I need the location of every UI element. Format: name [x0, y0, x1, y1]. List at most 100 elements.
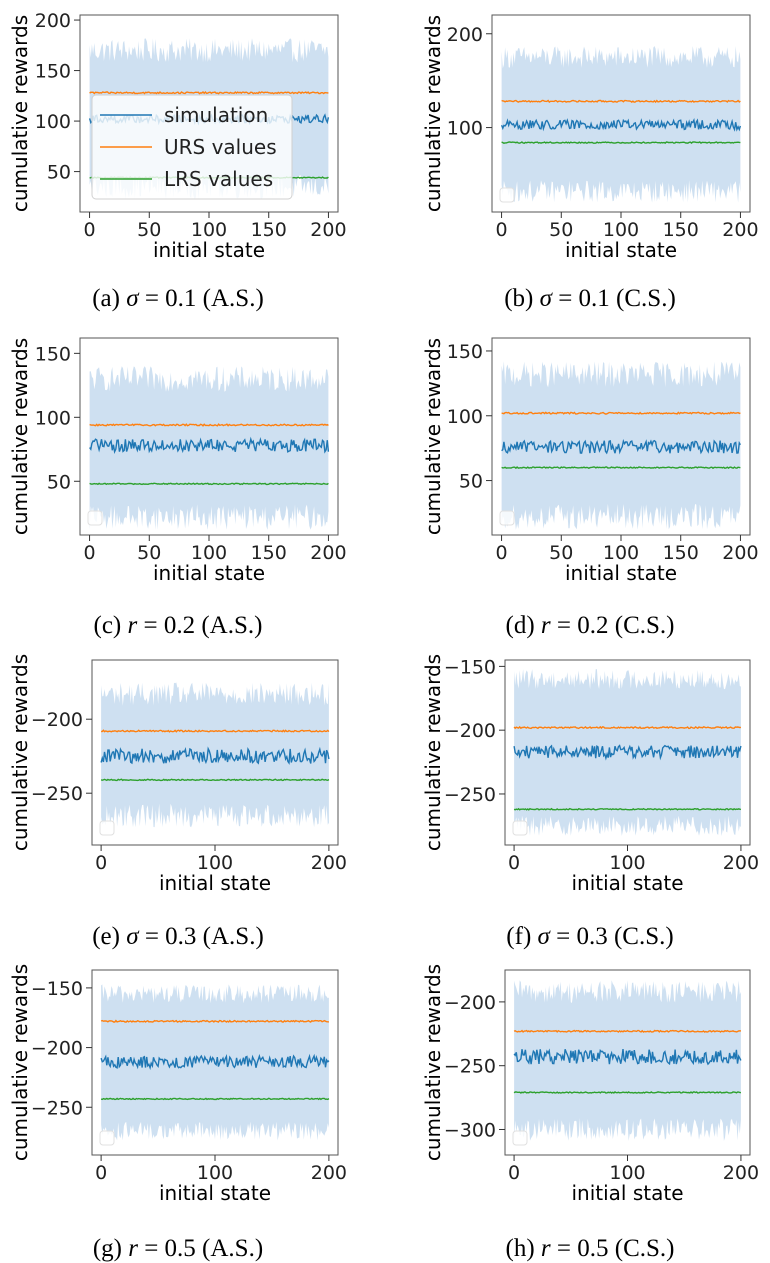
- y-tick-label: −250: [444, 1056, 496, 1078]
- legend-label: simulation: [164, 103, 268, 127]
- x-tick-label: 200: [723, 1162, 759, 1184]
- chart-panel-e: 0 100 200 −250 −200 initial state cumulative r…: [8, 654, 347, 950]
- y-axis-label: cumulative rewards: [8, 15, 32, 212]
- y-tick-label: 150: [447, 341, 483, 363]
- caption: (c) r = 0.2 (A.S.): [94, 612, 263, 639]
- simulation-line: [100, 746, 330, 765]
- lrs-line: [89, 482, 329, 486]
- x-tick-label: 200: [311, 852, 347, 874]
- x-tick-label: 50: [549, 219, 573, 241]
- lrs-line: [513, 807, 742, 811]
- y-tick-label: −150: [444, 656, 496, 678]
- legend-placeholder: [499, 187, 515, 203]
- x-tick-label: 200: [310, 219, 346, 241]
- x-axis-label: initial state: [571, 1181, 683, 1205]
- simulation-band: [101, 682, 329, 828]
- x-tick-label: 0: [84, 542, 96, 564]
- simulation-line: [89, 436, 330, 454]
- caption: (b) σ = 0.1 (C.S.): [504, 285, 676, 312]
- urs-line: [513, 725, 741, 730]
- plot-area: [100, 682, 330, 828]
- lrs-line: [100, 778, 330, 782]
- x-tick-label: 0: [95, 852, 107, 874]
- caption: (f) σ = 0.3 (C.S.): [506, 923, 673, 950]
- y-axis-label: cumulative rewards: [421, 338, 445, 535]
- x-tick-label: 0: [84, 219, 96, 241]
- plot-area: [513, 980, 742, 1141]
- chart-panel-a: 0 50 100 150 200 50 100 150 200 initial state cumu…: [8, 10, 347, 312]
- legend-placeholder: [87, 510, 103, 526]
- x-tick-label: 100: [609, 852, 645, 874]
- x-tick-label: 0: [508, 852, 520, 874]
- lrs-line: [501, 141, 741, 145]
- x-tick-label: 200: [722, 542, 758, 564]
- x-tick-label: 100: [603, 219, 639, 241]
- y-axis-label: cumulative rewards: [421, 964, 445, 1161]
- x-axis-label: initial state: [159, 1181, 271, 1205]
- simulation-line: [100, 1053, 330, 1071]
- simulation-band: [501, 361, 741, 530]
- simulation-line: [513, 744, 742, 761]
- y-axis-label: cumulative rewards: [421, 654, 445, 851]
- y-tick-label: −150: [31, 978, 83, 1000]
- x-axis-label: initial state: [571, 871, 683, 895]
- y-tick-label: 100: [447, 118, 483, 140]
- legend-label: LRS values: [164, 167, 273, 191]
- caption: (a) σ = 0.1 (A.S.): [92, 285, 264, 312]
- legend: simulation URS values LRS values: [91, 94, 293, 200]
- y-axis-label: cumulative rewards: [421, 15, 445, 212]
- y-tick-label: 200: [35, 10, 71, 32]
- x-tick-label: 150: [251, 219, 287, 241]
- plot-area: [501, 361, 741, 530]
- x-axis-label: initial state: [565, 561, 677, 585]
- y-tick-label: −200: [31, 1038, 83, 1060]
- y-tick-label: −250: [31, 783, 83, 805]
- simulation-line: [513, 1048, 742, 1066]
- y-axis-label: cumulative rewards: [8, 964, 32, 1161]
- legend-placeholder: [499, 510, 515, 526]
- x-tick-label: 200: [311, 1162, 347, 1184]
- simulation-line: [500, 117, 742, 132]
- x-tick-label: 0: [95, 1162, 107, 1184]
- x-tick-label: 100: [609, 1162, 645, 1184]
- lrs-line: [513, 1090, 742, 1094]
- x-axis-label: initial state: [153, 238, 265, 262]
- urs-line: [89, 423, 329, 427]
- caption: (e) σ = 0.3 (A.S.): [92, 923, 264, 950]
- lrs-line: [501, 466, 741, 470]
- x-tick-label: 0: [496, 542, 508, 564]
- simulation-line: [501, 439, 741, 455]
- legend-placeholder: [512, 820, 528, 836]
- x-axis-label: initial state: [565, 238, 677, 262]
- plot-area: [500, 46, 742, 203]
- plot-area: [89, 366, 330, 530]
- x-tick-label: 50: [549, 542, 573, 564]
- caption: (h) r = 0.5 (C.S.): [506, 1235, 675, 1262]
- y-tick-label: −250: [31, 1097, 83, 1119]
- urs-line: [513, 1029, 742, 1033]
- x-tick-label: 100: [603, 542, 639, 564]
- y-tick-label: 200: [447, 24, 483, 46]
- y-tick-label: 100: [35, 407, 71, 429]
- caption: (g) r = 0.5 (A.S.): [93, 1235, 263, 1262]
- y-tick-label: −300: [444, 1119, 496, 1141]
- x-tick-label: 200: [723, 852, 759, 874]
- y-tick-label: −250: [444, 784, 496, 806]
- y-axis-label: cumulative rewards: [8, 654, 32, 851]
- x-tick-label: 200: [722, 219, 758, 241]
- y-tick-label: 50: [459, 471, 483, 493]
- lrs-line: [100, 1097, 330, 1101]
- y-tick-label: 100: [447, 406, 483, 428]
- y-tick-label: −200: [444, 992, 496, 1014]
- chart-panel-g: 0 100 200 −250 −200 −150 initial state cumulati…: [8, 964, 347, 1262]
- chart-panel-h: 0 100 200 −300 −250 −200 initial state cumulati…: [421, 964, 759, 1262]
- simulation-band: [514, 980, 741, 1141]
- urs-line: [89, 90, 329, 95]
- x-tick-label: 50: [137, 219, 161, 241]
- x-tick-label: 100: [191, 219, 227, 241]
- y-tick-label: 150: [35, 61, 71, 83]
- y-tick-label: −200: [31, 709, 83, 731]
- legend-placeholder: [512, 1130, 528, 1146]
